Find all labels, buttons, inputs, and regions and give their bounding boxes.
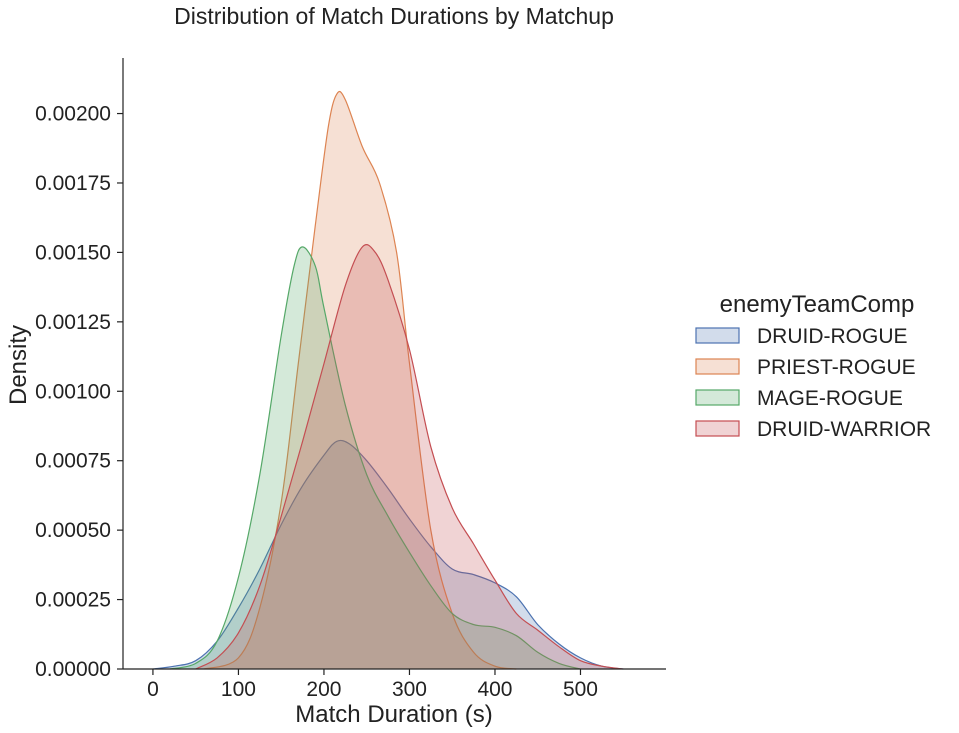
x-ticks: 0 100 200 300 400 500: [147, 669, 598, 701]
legend-label: DRUID-WARRIOR: [757, 418, 931, 441]
y-tick-label: 0.00025: [35, 589, 111, 612]
legend: enemyTeamComp DRUID-ROGUE PRIEST-ROGUE MAG…: [695, 291, 931, 441]
y-tick-label: 0.00150: [35, 241, 111, 264]
plot-area: [152, 90, 624, 670]
x-tick-label: 300: [392, 678, 427, 701]
y-tick-label: 0.00175: [35, 172, 111, 195]
legend-swatch: [695, 389, 740, 406]
legend-label: PRIEST-ROGUE: [757, 356, 916, 379]
y-tick-label: 0.00125: [35, 311, 111, 334]
y-axis-label: Density: [5, 325, 32, 405]
x-tick-label: 0: [147, 678, 159, 701]
area-druid-rogue: [152, 440, 624, 669]
legend-swatch: [695, 358, 740, 375]
line-mage-rogue: [169, 246, 581, 670]
chart-title: Distribution of Match Durations by Match…: [174, 3, 614, 29]
legend-label: DRUID-ROGUE: [757, 325, 908, 348]
legend-item-mage-rogue: MAGE-ROGUE: [695, 387, 903, 410]
x-tick-label: 100: [221, 678, 256, 701]
legend-item-druid-warrior: DRUID-WARRIOR: [695, 418, 931, 441]
y-tick-label: 0.00000: [35, 658, 111, 681]
x-tick-label: 500: [563, 678, 598, 701]
legend-items: DRUID-ROGUE PRIEST-ROGUE MAGE-ROGUE DRUID-W…: [695, 325, 931, 441]
line-druid-warrior: [195, 244, 624, 670]
area-priest-rogue: [204, 91, 517, 670]
legend-swatch: [695, 420, 740, 437]
line-priest-rogue: [204, 90, 517, 670]
legend-label: MAGE-ROGUE: [757, 387, 903, 410]
axes: 0 100 200 300 400 500 0.000000.000250.000500.…: [35, 58, 666, 701]
y-tick-label: 0.00075: [35, 450, 111, 473]
y-ticks: 0.00000 0.00025 0.00050 0.00075 0.00100 0.001…: [35, 103, 123, 681]
legend-title: enemyTeamComp: [720, 291, 915, 318]
y-tick-label: 0.00200: [35, 103, 111, 126]
area-druid-warrior: [195, 244, 624, 669]
area-mage-rogue: [170, 246, 581, 669]
x-axis-label: Match Duration (s): [295, 701, 492, 728]
y-tick-label: 0.00050: [35, 519, 111, 542]
legend-swatch: [695, 327, 740, 344]
legend-item-priest-rogue: PRIEST-ROGUE: [695, 356, 916, 379]
line-druid-rogue: [152, 439, 624, 670]
x-tick-label: 400: [477, 678, 512, 701]
x-tick-label: 200: [306, 678, 341, 701]
y-tick-label: 0.00100: [35, 380, 111, 403]
legend-item-druid-rogue: DRUID-ROGUE: [695, 325, 908, 348]
